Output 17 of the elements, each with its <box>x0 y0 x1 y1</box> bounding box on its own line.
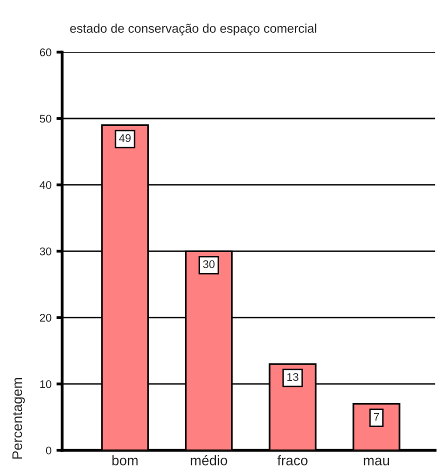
data-label: 30 <box>203 260 215 268</box>
y-tick-label: 50 <box>40 114 52 123</box>
chart-title: estado de conservação do espaço comercial <box>70 24 316 36</box>
x-tick-label: médio <box>190 455 228 466</box>
data-label: 7 <box>374 413 379 421</box>
y-axis-title: Percentagem <box>12 378 25 459</box>
y-tick-label: 30 <box>40 247 52 256</box>
y-tick-label: 40 <box>40 181 52 189</box>
y-tick-label: 0 <box>46 446 52 454</box>
data-label: 49 <box>119 134 131 142</box>
y-tick-label: 60 <box>40 48 52 56</box>
x-tick-label: bom <box>112 455 138 466</box>
data-label: 13 <box>287 373 298 381</box>
x-tick-label: fraco <box>277 455 308 466</box>
x-tick-label: mau <box>364 458 390 466</box>
y-tick-label: 20 <box>40 314 52 322</box>
y-tick-label: 10 <box>40 380 52 388</box>
